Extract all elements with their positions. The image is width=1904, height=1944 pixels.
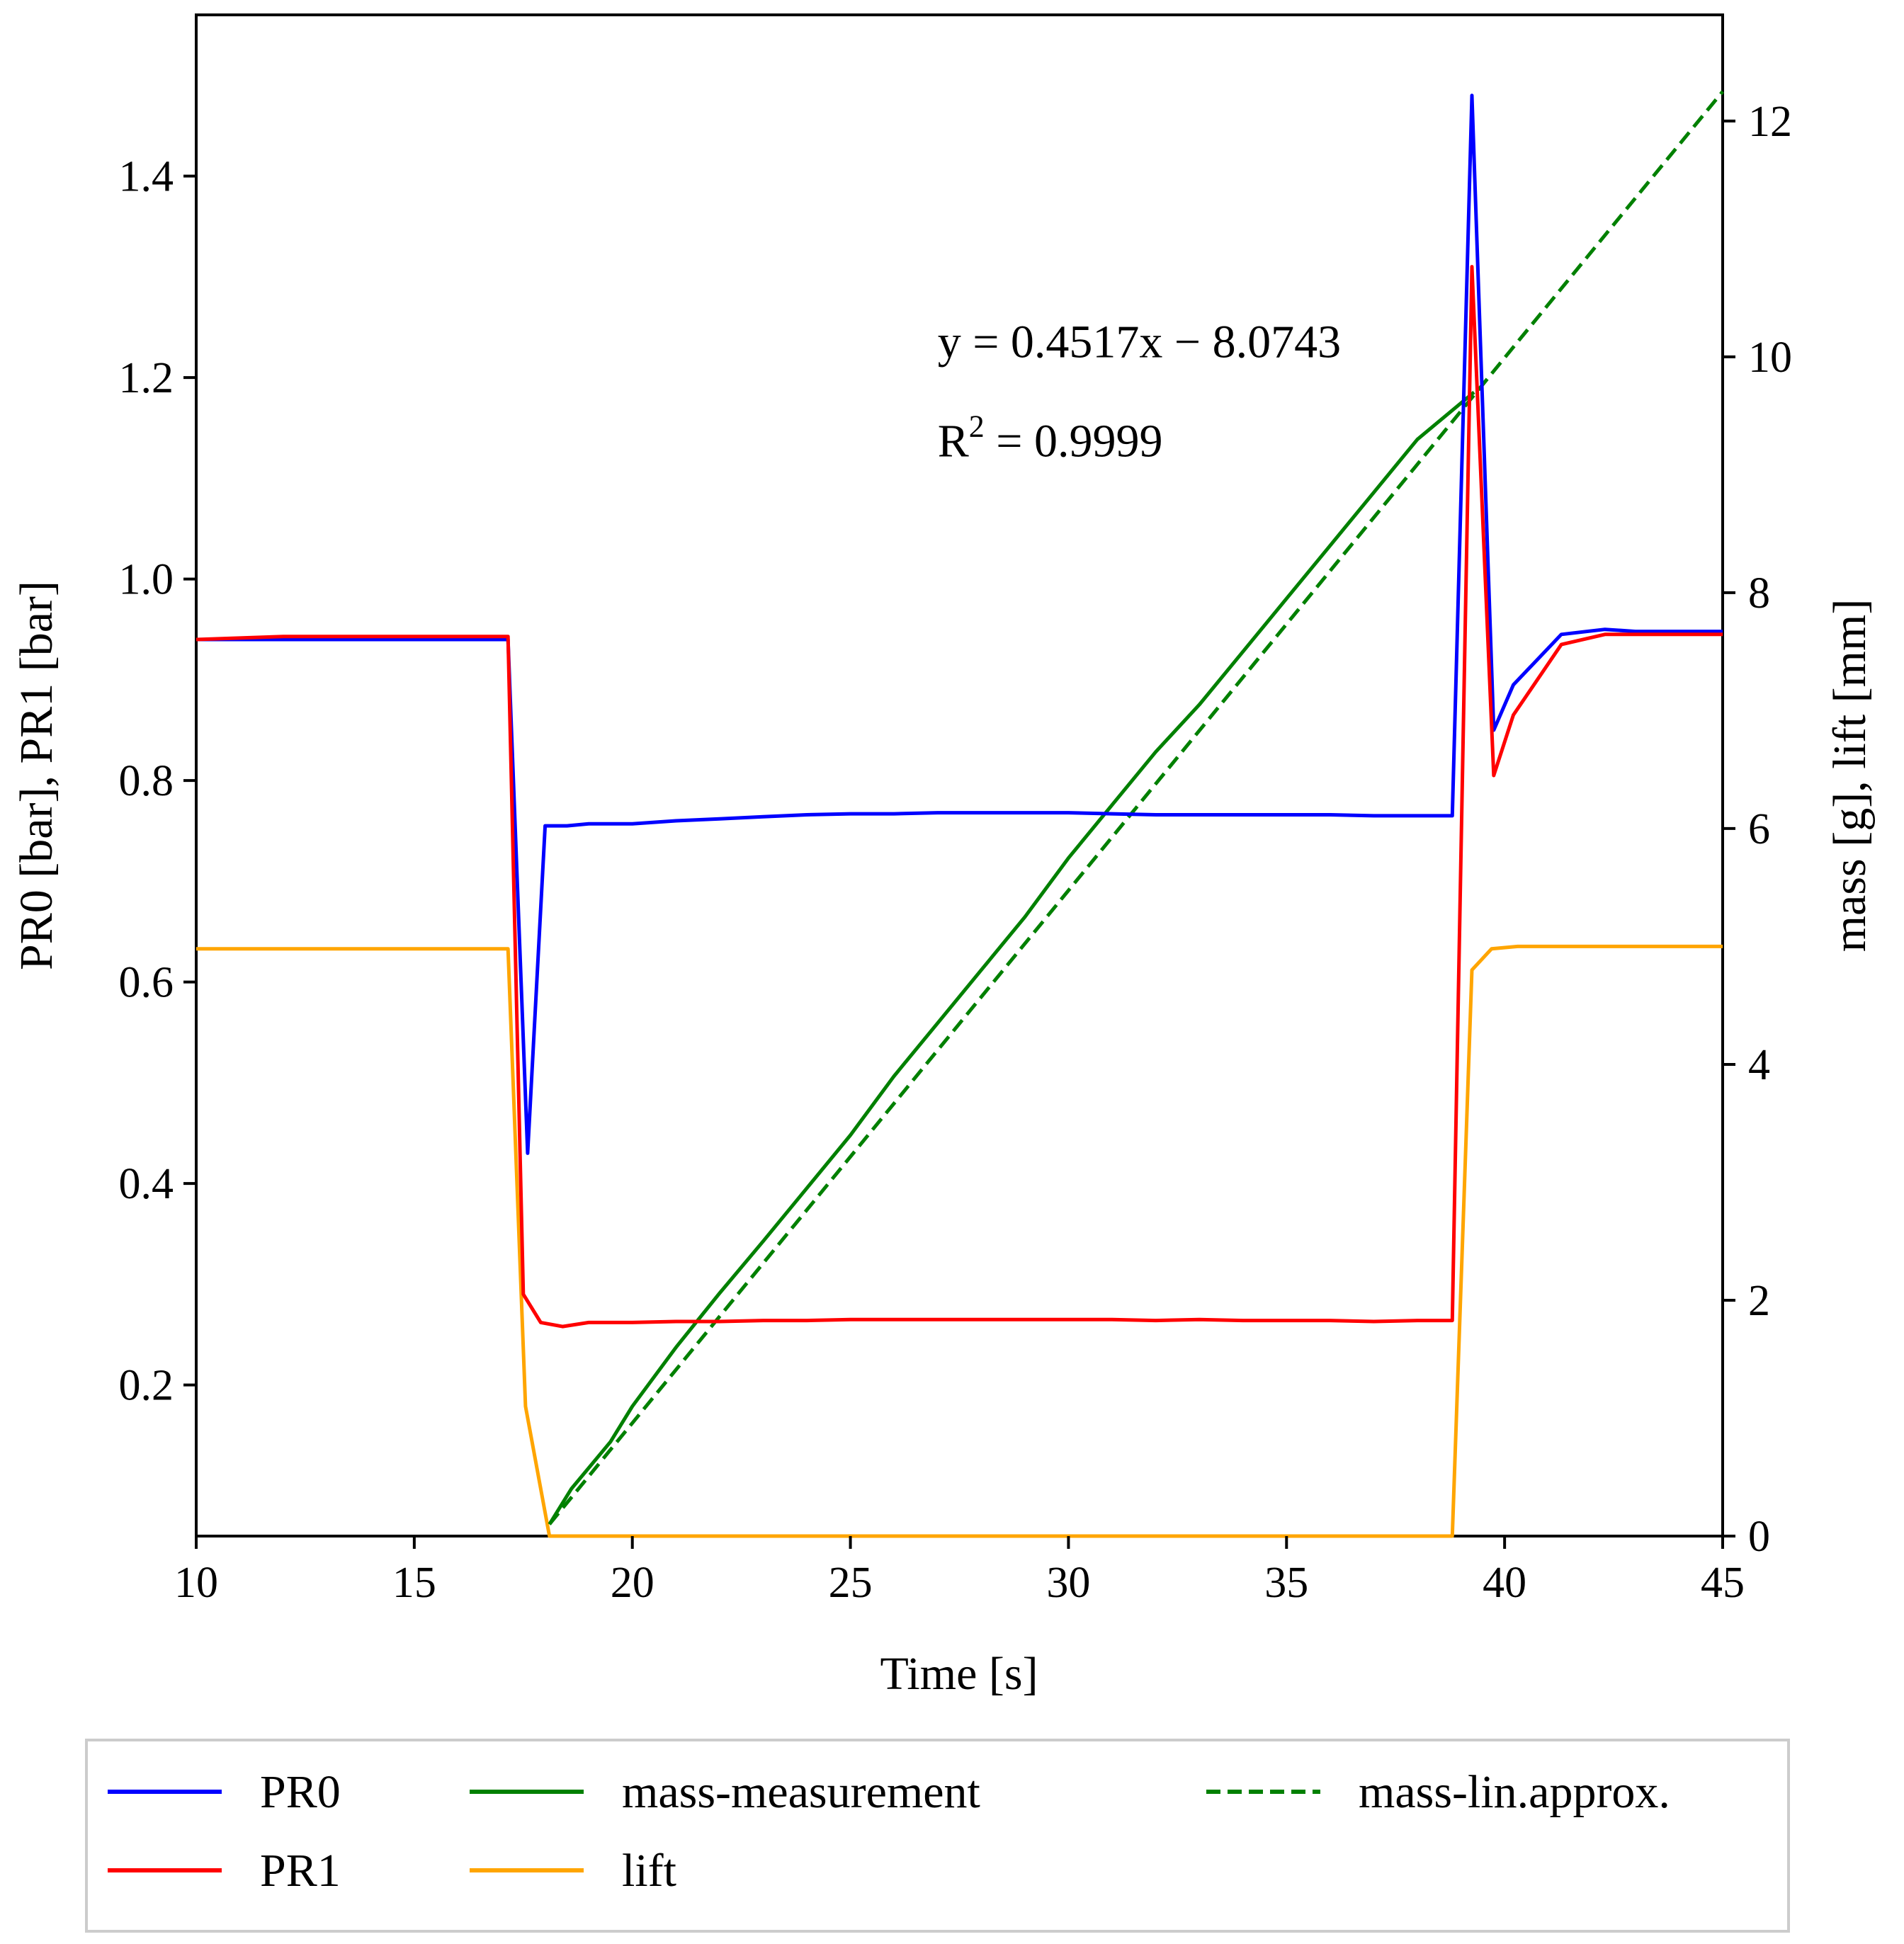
- y-left-tick-label: 1.4: [119, 153, 174, 201]
- x-tick-label: 25: [829, 1559, 873, 1607]
- y-right-tick-label: 2: [1748, 1277, 1770, 1325]
- series-line-lift: [196, 944, 1723, 1538]
- y-right-tick-label: 10: [1748, 334, 1792, 382]
- regression-r-squared: R2 = 0.9999: [938, 409, 1163, 467]
- legend-label: mass-lin.approx.: [1359, 1766, 1670, 1818]
- y-left-tick-label: 0.6: [119, 959, 174, 1007]
- regression-equation: y = 0.4517x − 8.0743: [938, 317, 1341, 368]
- legend-label: lift: [622, 1845, 676, 1897]
- series-line-pr1: [196, 265, 1723, 1329]
- x-tick-label: 15: [392, 1559, 436, 1607]
- legend-label: mass-measurement: [622, 1766, 980, 1818]
- x-tick-label: 35: [1264, 1559, 1308, 1607]
- x-tick-label: 10: [174, 1559, 218, 1607]
- x-axis: 10 15 20 25 30 35 40 45: [174, 1536, 1745, 1607]
- y-axis-right: 0 2 4 6 8 10 12: [1723, 98, 1792, 1561]
- series-line-mass-measurement: [548, 390, 1475, 1525]
- series-layer: [196, 90, 1724, 1538]
- r2-prefix: R: [938, 416, 969, 467]
- legend-box: [85, 1739, 1790, 1933]
- y-right-tick-label: 4: [1748, 1041, 1770, 1089]
- x-tick-label: 40: [1483, 1559, 1526, 1607]
- y-right-tick-label: 6: [1748, 805, 1770, 853]
- y-left-tick-label: 1.0: [119, 556, 174, 604]
- legend: PR0 PR1 mass-measurement lift mass-lin.appro…: [85, 1739, 1790, 1933]
- y-axis-left-label: PR0 [bar], PR1 [bar]: [11, 581, 62, 970]
- legend-label: PR0: [260, 1766, 341, 1818]
- x-tick-label: 20: [611, 1559, 654, 1607]
- series-line-mass-lin-approx-: [548, 90, 1724, 1525]
- y-left-tick-label: 0.8: [119, 757, 174, 805]
- y-left-tick-label: 0.2: [119, 1362, 174, 1410]
- y-axis-right-label: mass [g], lift [mm]: [1824, 599, 1876, 953]
- r2-superscript: 2: [969, 409, 985, 444]
- x-tick-label: 30: [1046, 1559, 1090, 1607]
- r2-value: = 0.9999: [985, 416, 1163, 467]
- legend-label: PR1: [260, 1845, 341, 1897]
- y-left-tick-label: 1.2: [119, 354, 174, 402]
- y-left-tick-label: 0.4: [119, 1160, 174, 1208]
- regression-annotation: y = 0.4517x − 8.0743 R2 = 0.9999: [938, 317, 1341, 467]
- x-axis-label: Time [s]: [880, 1648, 1038, 1700]
- y-right-tick-label: 0: [1748, 1513, 1770, 1561]
- y-right-tick-label: 12: [1748, 98, 1792, 146]
- x-tick-label: 45: [1701, 1559, 1745, 1607]
- series-line-pr0: [196, 93, 1723, 1155]
- y-axis-left: 0.2 0.4 0.6 0.8 1.0 1.2 1.4: [119, 153, 196, 1410]
- y-right-tick-label: 8: [1748, 569, 1770, 618]
